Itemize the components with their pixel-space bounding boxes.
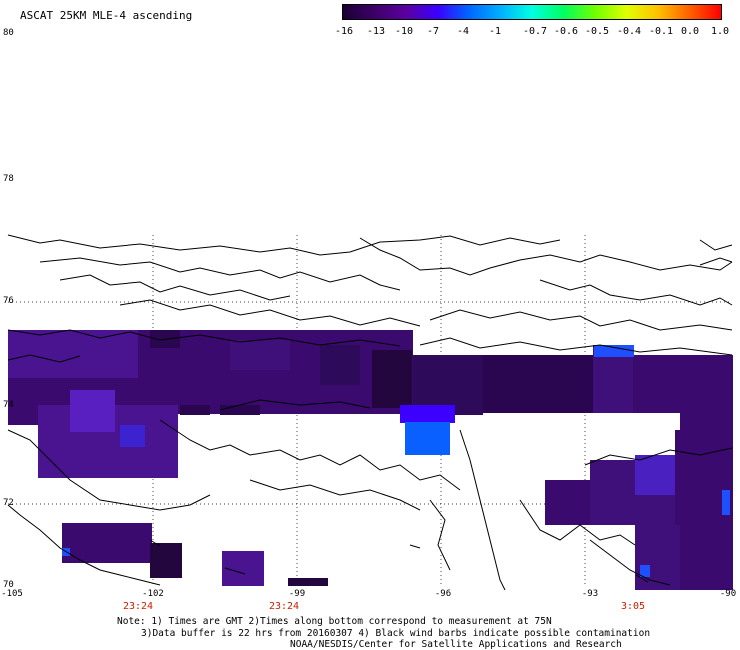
colorbar-label: -0.7 xyxy=(522,26,548,37)
wind-barb-markers xyxy=(149,539,649,583)
colorbar-label: -7 xyxy=(426,26,440,37)
colorbar-label: 1.0 xyxy=(710,26,730,37)
colorbar-label: -4 xyxy=(456,26,470,37)
colorbar-label: -0.4 xyxy=(616,26,642,37)
lon-label: -93 xyxy=(581,589,599,599)
coastlines xyxy=(7,234,733,591)
lat-label: 74 xyxy=(3,400,14,410)
colorbar-label: -13 xyxy=(366,26,386,37)
lat-label: 70 xyxy=(3,580,14,590)
ascat-swath-cells xyxy=(8,330,733,590)
lon-label: -90 xyxy=(719,589,737,599)
note-line-3: NOAA/NESDIS/Center for Satellite Applica… xyxy=(290,639,622,650)
colorbar-label: -0.5 xyxy=(584,26,610,37)
colorbar-label: -0.6 xyxy=(553,26,579,37)
note-line-1: Note: 1) Times are GMT 2)Times along bot… xyxy=(117,616,552,627)
lon-label: -105 xyxy=(1,589,23,599)
colorbar-label: -0.1 xyxy=(648,26,674,37)
note-line-2: 3)Data buffer is 22 hrs from 20160307 4)… xyxy=(141,628,651,639)
colorbar xyxy=(342,4,722,20)
colorbar-label: -1 xyxy=(488,26,502,37)
map-title: ASCAT 25KM MLE-4 ascending xyxy=(20,9,193,22)
pass-time-label: 23:24 xyxy=(122,601,154,612)
colorbar-label: 0.0 xyxy=(680,26,700,37)
lat-label: 76 xyxy=(3,296,14,306)
pass-time-label: 23:24 xyxy=(268,601,300,612)
lat-label: 78 xyxy=(3,174,14,184)
lat-label: 72 xyxy=(3,498,14,508)
pass-time-label: 3:05 xyxy=(620,601,646,612)
lon-label: -96 xyxy=(434,589,452,599)
colorbar-label: -10 xyxy=(394,26,414,37)
lat-label: 80 xyxy=(3,28,14,38)
lon-label: -99 xyxy=(288,589,306,599)
colorbar-label: -16 xyxy=(334,26,354,37)
lon-label: -102 xyxy=(142,589,164,599)
